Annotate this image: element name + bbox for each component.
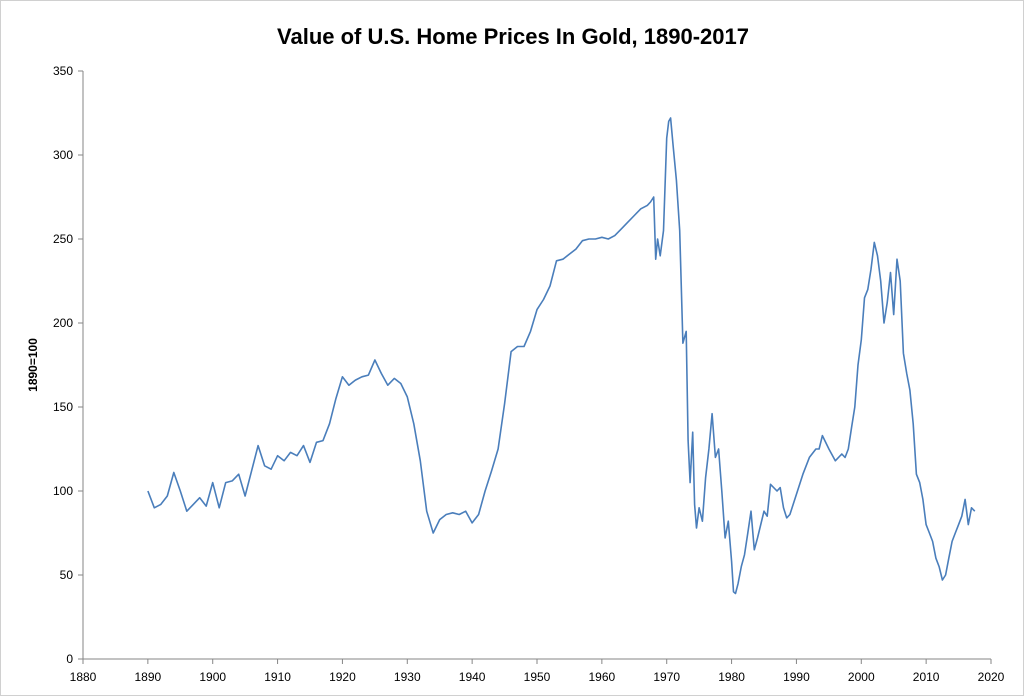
x-tick-label: 1950 [524,670,551,684]
y-axis-ticks: 0 50 100 150 200 250 300 350 [53,64,83,666]
x-tick-label: 2020 [978,670,1005,684]
x-tick-label: 2000 [848,670,875,684]
y-tick-label: 0 [66,652,73,666]
y-tick-label: 50 [60,568,74,582]
x-tick-label: 1900 [199,670,226,684]
x-tick-label: 1980 [718,670,745,684]
y-axis: 0 50 100 150 200 250 300 350 [53,64,84,666]
x-tick-label: 1990 [783,670,810,684]
x-tick-label: 1960 [589,670,616,684]
series-line-home-prices-in-gold [147,117,976,595]
y-tick-label: 250 [53,232,73,246]
x-tick-label: 1910 [264,670,291,684]
x-axis-ticks: 1880 1890 1900 1910 1920 1930 1940 1950 1960 1970… [70,659,1005,684]
x-tick-label: 1890 [135,670,162,684]
x-tick-label: 1920 [329,670,356,684]
x-tick-label: 1940 [459,670,486,684]
x-tick-label: 1880 [70,670,97,684]
y-tick-label: 350 [53,64,73,78]
x-axis: 1880 1890 1900 1910 1920 1930 1940 1950 1960 1970… [70,658,1005,684]
x-tick-label: 1930 [394,670,421,684]
chart-title: Value of U.S. Home Prices In Gold, 1890-… [277,24,749,49]
y-tick-label: 100 [53,484,73,498]
x-tick-label: 1970 [653,670,680,684]
y-axis-label: 1890=100 [26,338,40,392]
x-tick-label: 2010 [913,670,940,684]
y-tick-label: 300 [53,148,73,162]
y-tick-label: 150 [53,400,73,414]
y-tick-label: 200 [53,316,73,330]
